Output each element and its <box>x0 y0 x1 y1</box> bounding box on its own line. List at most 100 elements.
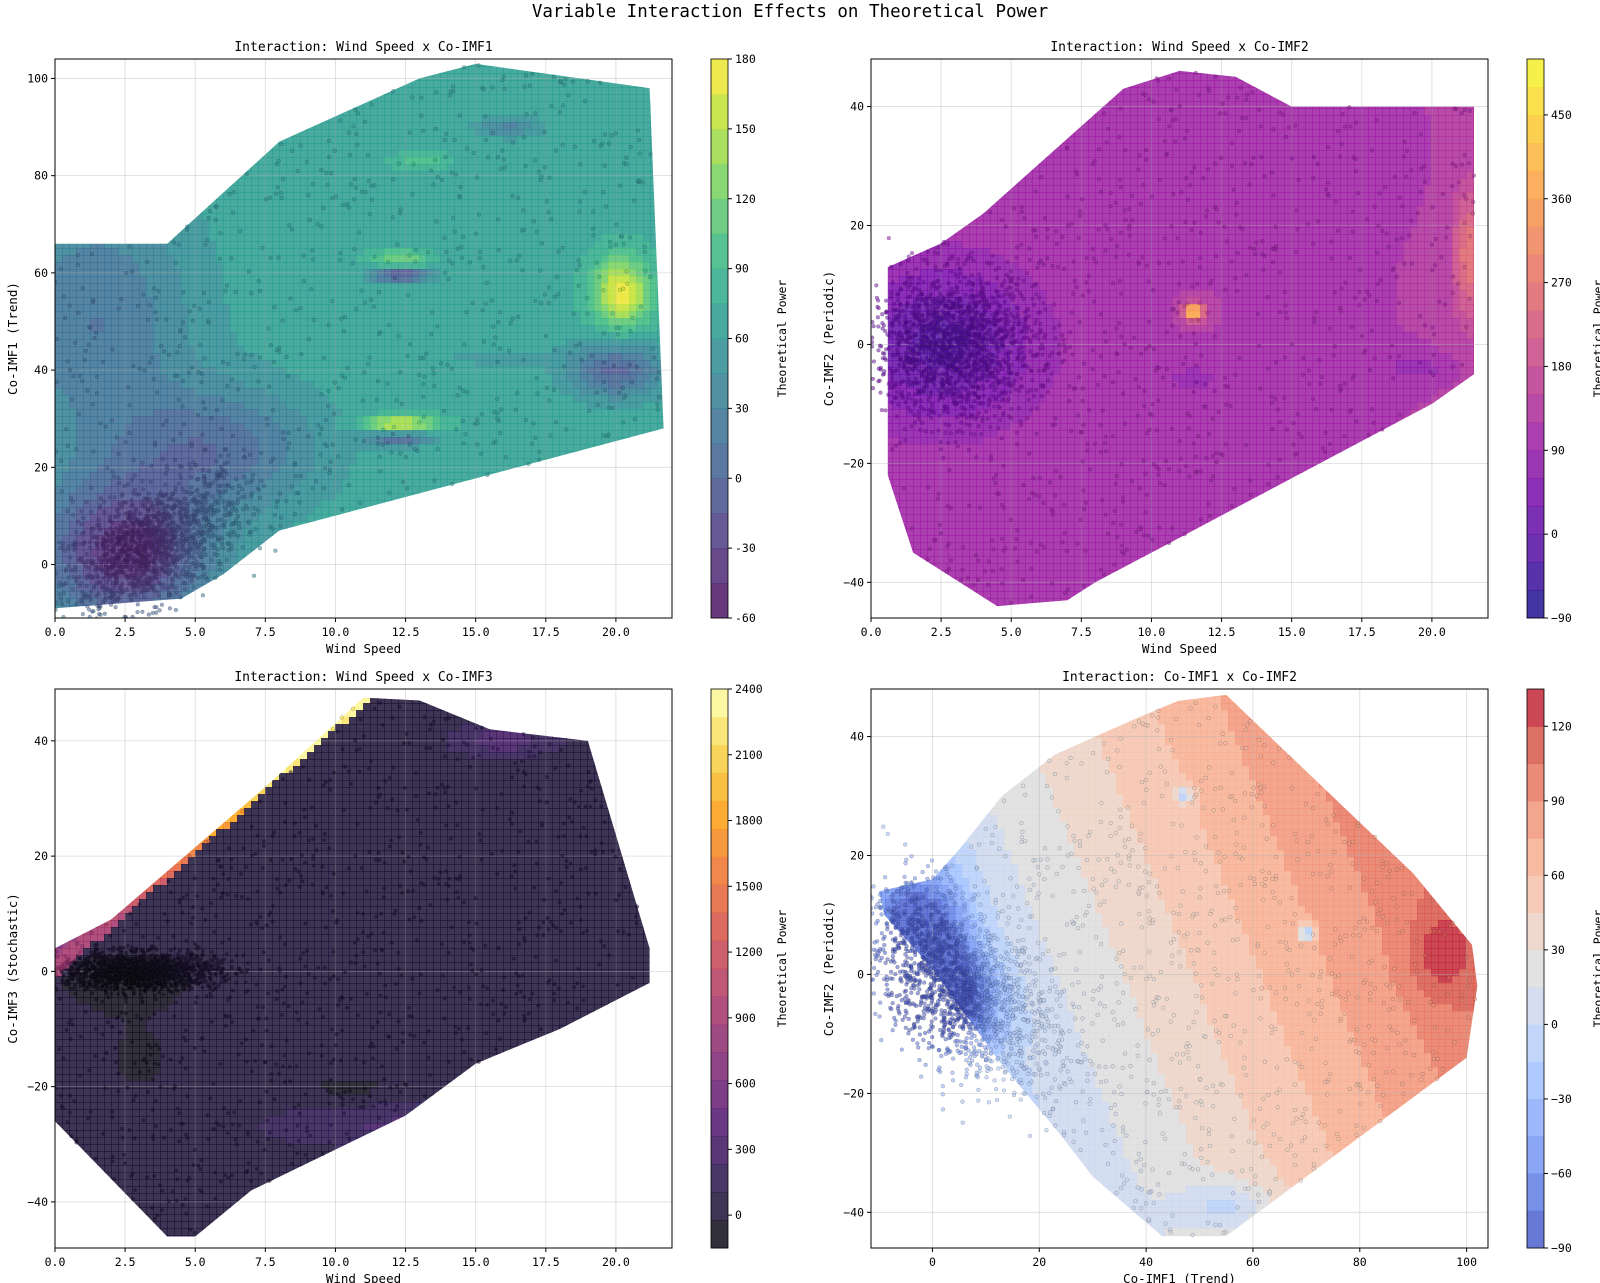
scatter-point <box>642 249 648 255</box>
scatter-point <box>929 303 934 309</box>
scatter-point <box>1289 342 1295 347</box>
scatter-point <box>251 573 257 578</box>
scatter-point <box>105 622 109 626</box>
scatter-point <box>1077 213 1083 219</box>
scatter-point <box>1293 250 1299 255</box>
scatter-point <box>996 360 1001 366</box>
scatter-point <box>521 357 526 362</box>
colorbar-tick-label: 270 <box>1551 276 1572 290</box>
scatter-point <box>1045 235 1050 240</box>
scatter-point <box>857 393 861 397</box>
scatter-point <box>1143 509 1148 515</box>
scatter-point <box>1166 76 1172 81</box>
scatter-point <box>178 539 183 545</box>
scatter-point <box>1016 388 1022 394</box>
scatter-point <box>150 503 156 508</box>
scatter-point <box>377 454 382 459</box>
colorbar-tick-label: 60 <box>735 332 749 346</box>
scatter-point <box>1047 480 1053 485</box>
scatter-point <box>199 371 204 376</box>
scatter-point <box>576 283 581 288</box>
scatter-point <box>40 592 44 596</box>
scatter-point <box>330 298 335 304</box>
scatter-point <box>1146 279 1151 284</box>
colorbar-level <box>711 128 728 165</box>
scatter-point <box>1204 208 1210 213</box>
scatter-points <box>857 70 1476 605</box>
scatter-point <box>234 517 239 523</box>
scatter-point <box>924 296 929 302</box>
scatter-point <box>1277 270 1283 275</box>
scatter-point <box>195 530 201 535</box>
scatter-point <box>161 517 166 522</box>
scatter-point <box>140 609 145 614</box>
scatter-point <box>385 259 391 265</box>
scatter-point <box>876 324 881 329</box>
scatter-point <box>121 590 126 595</box>
scatter-point <box>128 542 134 548</box>
scatter-point <box>533 111 538 116</box>
scatter-point <box>998 417 1003 422</box>
scatter-point <box>945 503 950 509</box>
scatter-point <box>992 397 998 402</box>
scatter-point <box>961 352 966 357</box>
scatter-point <box>140 522 146 527</box>
scatter-point <box>330 442 335 447</box>
scatter-point <box>66 546 71 552</box>
scatter-point <box>982 355 987 360</box>
grid-lines <box>54 59 672 618</box>
scatter-point <box>990 300 996 305</box>
scatter-point <box>1397 412 1402 417</box>
scatter-point <box>270 408 276 413</box>
scatter-point <box>263 197 269 202</box>
scatter-point <box>871 319 875 325</box>
scatter-point <box>419 95 424 100</box>
scatter-point <box>1061 266 1067 272</box>
scatter-point <box>1349 324 1354 329</box>
scatter-point <box>173 533 179 538</box>
scatter-point <box>992 388 997 393</box>
scatter-point <box>913 392 918 397</box>
scatter-point <box>96 611 102 617</box>
scatter-point <box>91 449 96 454</box>
colorbar-level <box>1527 478 1544 507</box>
scatter-point <box>1118 185 1123 190</box>
scatter-point <box>1033 234 1039 239</box>
scatter-point <box>123 530 129 535</box>
x-tick-label: 5.0 <box>185 625 206 639</box>
scatter-point <box>480 307 485 313</box>
scatter-point <box>1103 248 1108 253</box>
scatter-point <box>948 337 953 342</box>
scatter-point <box>1419 166 1424 171</box>
scatter-point <box>1001 389 1006 394</box>
scatter-point <box>1110 280 1116 286</box>
scatter-point <box>442 270 448 275</box>
scatter-point <box>496 320 501 325</box>
scatter-point <box>115 514 120 519</box>
scatter-point <box>587 408 592 413</box>
scatter-point <box>898 357 903 363</box>
scatter-point <box>178 500 183 505</box>
scatter-point <box>909 250 915 256</box>
scatter-point <box>460 418 465 424</box>
scatter-point <box>374 397 380 402</box>
scatter-point <box>961 395 966 400</box>
colorbar-label: Theoretical Power <box>775 280 789 398</box>
scatter-point <box>375 435 380 440</box>
scatter-point <box>310 181 316 187</box>
scatter-point <box>1105 227 1110 232</box>
scatter-point <box>1001 505 1006 511</box>
scatter-point <box>182 497 187 502</box>
scatter-point <box>445 362 450 367</box>
scatter-point <box>157 608 162 613</box>
scatter-point <box>533 298 538 304</box>
scatter-point <box>1038 346 1043 351</box>
scatter-point <box>578 162 583 167</box>
scatter-point <box>266 326 271 331</box>
scatter-point <box>1002 335 1007 340</box>
scatter-point <box>375 441 380 446</box>
scatter-point <box>171 520 176 525</box>
scatter-point <box>140 460 145 465</box>
scatter-point <box>977 320 982 325</box>
scatter-point <box>928 343 933 349</box>
